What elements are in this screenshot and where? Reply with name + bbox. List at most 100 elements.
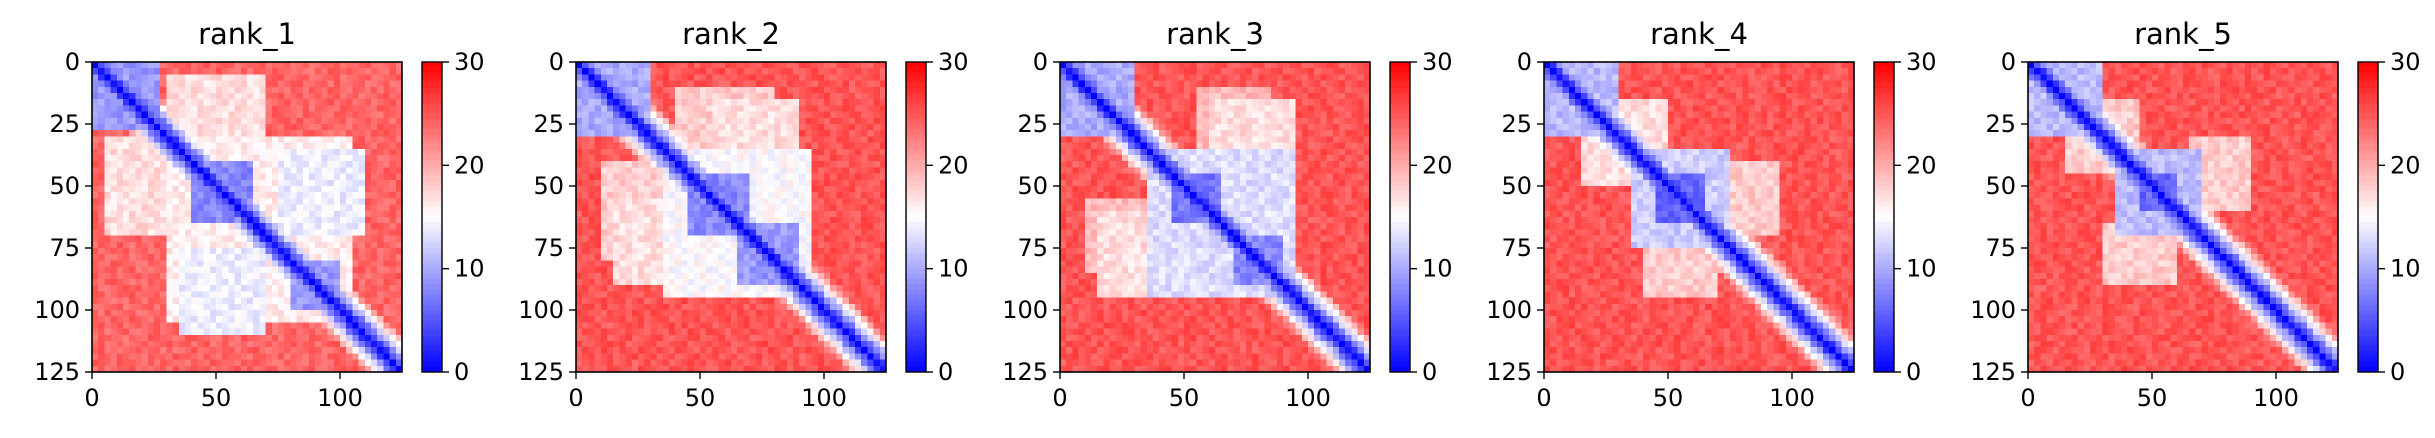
heatmap-cell xyxy=(594,310,602,317)
heatmap-cell xyxy=(333,260,341,267)
heatmap-cell xyxy=(284,279,291,286)
heatmap-cell xyxy=(731,142,738,150)
heatmap-cell xyxy=(811,235,819,243)
heatmap-cell xyxy=(656,62,664,69)
heatmap-cell xyxy=(780,303,788,311)
heatmap-cell xyxy=(160,86,167,94)
heatmap-cell xyxy=(805,217,812,224)
heatmap-cell xyxy=(613,328,620,336)
heatmap-cell xyxy=(805,148,812,156)
heatmap-cell xyxy=(234,80,242,88)
heatmap-cell xyxy=(129,179,136,187)
heatmap-cell xyxy=(333,62,341,69)
heatmap-cell xyxy=(253,285,260,292)
heatmap-cell xyxy=(786,93,794,100)
heatmap-cell xyxy=(619,210,626,218)
heatmap-cell xyxy=(842,229,850,236)
heatmap-cell xyxy=(154,254,161,261)
heatmap-cell xyxy=(687,303,695,311)
heatmap-cell xyxy=(774,192,781,199)
heatmap-cell xyxy=(718,235,726,243)
heatmap-cell xyxy=(805,353,812,360)
heatmap-cell xyxy=(154,223,161,230)
heatmap-cell xyxy=(253,223,260,230)
heatmap-cell xyxy=(650,297,657,305)
heatmap-cell xyxy=(786,223,794,230)
heatmap-cell xyxy=(830,167,837,174)
heatmap-cell xyxy=(737,241,744,249)
heatmap-cell xyxy=(613,272,620,280)
heatmap-cell xyxy=(656,99,664,106)
heatmap-cell xyxy=(855,217,862,224)
heatmap-cell xyxy=(240,99,248,106)
heatmap-cell xyxy=(768,229,775,236)
heatmap-cell xyxy=(346,223,353,230)
heatmap-cell xyxy=(265,235,273,243)
heatmap-cell xyxy=(383,291,390,298)
heatmap-cell xyxy=(327,204,335,212)
heatmap-cell xyxy=(600,217,608,224)
heatmap-cell xyxy=(154,161,161,168)
heatmap-cell xyxy=(675,192,682,199)
heatmap-cell xyxy=(693,334,701,342)
heatmap-cell xyxy=(687,285,695,292)
heatmap-cell xyxy=(116,353,124,360)
heatmap-cell xyxy=(600,68,608,75)
heatmap-cell xyxy=(383,248,390,255)
heatmap-cell xyxy=(129,341,136,348)
heatmap-cell xyxy=(594,266,602,274)
heatmap-cell xyxy=(687,310,695,317)
heatmap-cell xyxy=(209,62,217,69)
heatmap-cell xyxy=(92,136,99,143)
heatmap-cell xyxy=(141,80,149,88)
heatmap-cell xyxy=(172,86,180,94)
heatmap-cell xyxy=(358,322,366,329)
heatmap-cell xyxy=(762,124,769,131)
heatmap-cell xyxy=(600,74,608,81)
heatmap-cell xyxy=(619,285,626,292)
heatmap-cell xyxy=(768,322,775,329)
heatmap-cell xyxy=(216,62,223,69)
heatmap-cell xyxy=(805,62,812,69)
heatmap-cell xyxy=(855,62,862,69)
heatmap-cell xyxy=(873,316,881,323)
heatmap-cell xyxy=(824,279,831,286)
heatmap-cell xyxy=(92,204,99,212)
heatmap-cell xyxy=(576,341,583,348)
heatmap-cell xyxy=(327,99,335,106)
heatmap-cell xyxy=(774,322,781,329)
heatmap-cell xyxy=(346,136,353,143)
heatmap-cell xyxy=(160,347,167,354)
heatmap-cell xyxy=(743,117,750,125)
heatmap-cell xyxy=(662,303,670,311)
heatmap-cell xyxy=(333,235,341,243)
heatmap-cell xyxy=(123,217,130,224)
heatmap-cell xyxy=(172,130,180,137)
heatmap-cell xyxy=(625,186,633,193)
heatmap-cell xyxy=(321,341,328,348)
heatmap-cell xyxy=(873,285,881,292)
heatmap-cell xyxy=(625,74,633,81)
heatmap-cell xyxy=(321,365,328,373)
heatmap-cell xyxy=(848,328,856,336)
heatmap-cell xyxy=(147,291,155,298)
heatmap-cell xyxy=(302,285,310,292)
heatmap-cell xyxy=(737,285,744,292)
heatmap-cell xyxy=(774,99,781,106)
heatmap-cell xyxy=(203,297,211,305)
colorbar-tick-label: 10 xyxy=(454,255,485,283)
heatmap-cell xyxy=(364,217,372,224)
heatmap-cell xyxy=(873,130,881,137)
heatmap-cell xyxy=(625,260,633,267)
heatmap-cell xyxy=(265,142,273,150)
heatmap-cell xyxy=(607,186,614,193)
heatmap-cell xyxy=(222,124,229,131)
heatmap-cell xyxy=(582,291,589,298)
heatmap-cell xyxy=(321,99,328,106)
heatmap-cell xyxy=(755,86,763,94)
heatmap-cell xyxy=(811,99,819,106)
heatmap-cell xyxy=(154,266,161,274)
colorbar-step xyxy=(422,175,442,182)
heatmap-cell xyxy=(185,130,192,137)
heatmap-cell xyxy=(631,86,639,94)
